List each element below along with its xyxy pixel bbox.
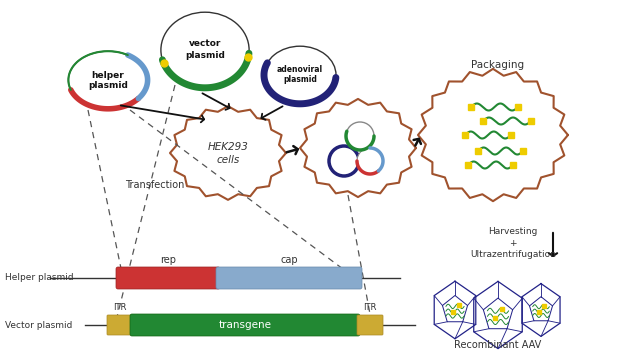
Polygon shape <box>170 106 286 200</box>
Text: helper: helper <box>91 70 124 79</box>
Text: cells: cells <box>216 155 239 165</box>
Text: Packaging: Packaging <box>471 60 524 70</box>
Text: Harvesting
+
Ultrazentrifugation: Harvesting + Ultrazentrifugation <box>470 227 556 259</box>
Circle shape <box>346 122 374 150</box>
Circle shape <box>357 148 383 174</box>
Text: HEK293: HEK293 <box>208 142 248 152</box>
Text: plasmid: plasmid <box>88 81 128 90</box>
FancyBboxPatch shape <box>130 314 360 336</box>
FancyBboxPatch shape <box>116 267 220 289</box>
Text: Vector plasmid: Vector plasmid <box>5 321 72 330</box>
Text: Transfection: Transfection <box>125 180 185 190</box>
FancyBboxPatch shape <box>357 315 383 335</box>
FancyBboxPatch shape <box>107 315 133 335</box>
FancyBboxPatch shape <box>216 267 362 289</box>
Text: rep: rep <box>160 255 176 265</box>
Polygon shape <box>300 99 416 197</box>
Text: vector: vector <box>189 39 221 48</box>
Ellipse shape <box>68 51 147 109</box>
Text: cap: cap <box>280 255 298 265</box>
Ellipse shape <box>264 46 336 104</box>
Ellipse shape <box>161 12 249 88</box>
Text: adenoviral: adenoviral <box>277 65 323 74</box>
Text: Recombinant AAV: Recombinant AAV <box>455 340 542 350</box>
Text: Helper plasmid: Helper plasmid <box>5 274 73 283</box>
Text: plasmid: plasmid <box>283 75 317 84</box>
Polygon shape <box>418 69 568 201</box>
Circle shape <box>329 146 359 176</box>
Text: transgene: transgene <box>218 320 271 330</box>
Text: ITR: ITR <box>113 303 127 312</box>
Text: ITR: ITR <box>363 303 377 312</box>
Text: plasmid: plasmid <box>185 52 225 61</box>
